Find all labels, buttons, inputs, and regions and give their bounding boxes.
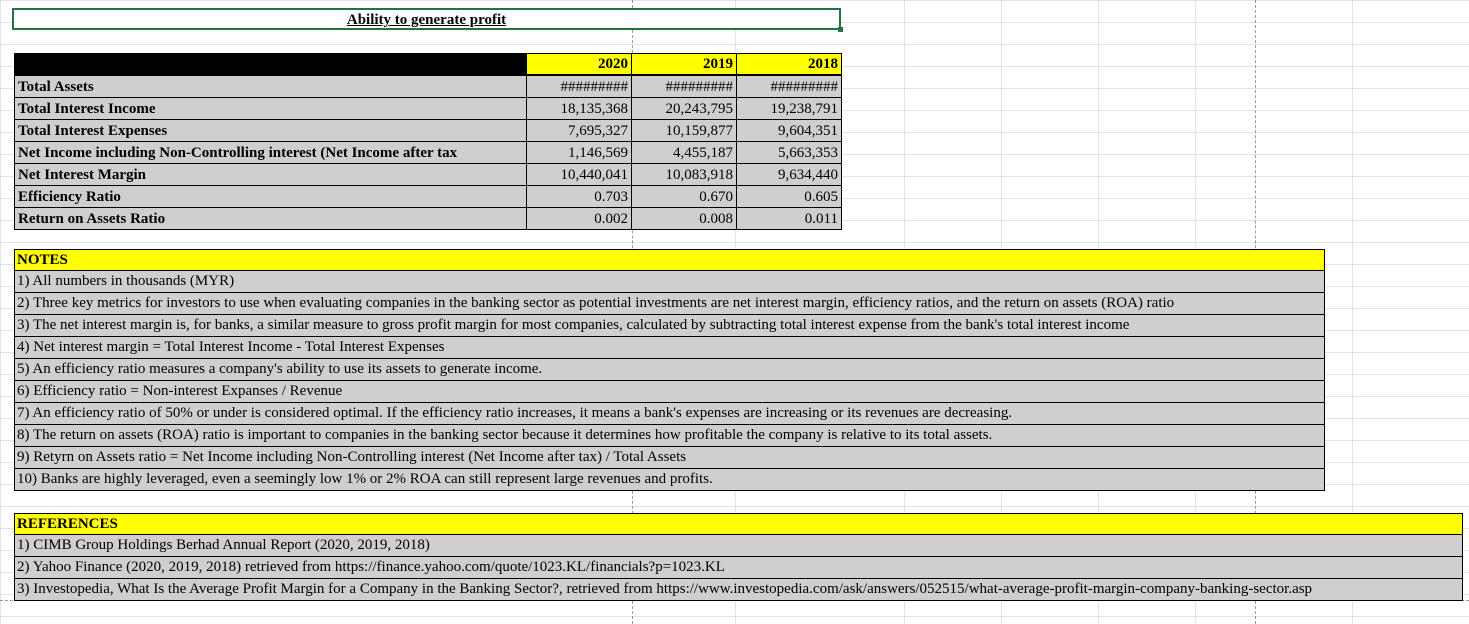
note-item[interactable]: 9) Retyrn on Assets ratio = Net Income i… <box>14 447 1325 469</box>
table-row: Total Interest Expenses 7,695,327 10,159… <box>14 119 842 142</box>
notes-block: NOTES 1) All numbers in thousands (MYR) … <box>14 249 1325 491</box>
table-row: Return on Assets Ratio 0.002 0.008 0.011 <box>14 207 842 230</box>
table-row: Total Assets ######### ######### #######… <box>14 75 842 98</box>
header-black-bar[interactable] <box>14 53 526 75</box>
year-header-2020[interactable]: 2020 <box>526 53 632 75</box>
notes-header[interactable]: NOTES <box>14 249 1325 271</box>
cell-value[interactable]: 10,083,918 <box>631 163 737 186</box>
references-block: REFERENCES 1) CIMB Group Holdings Berhad… <box>14 513 1463 601</box>
note-item[interactable]: 10) Banks are highly leveraged, even a s… <box>14 469 1325 491</box>
cell-value[interactable]: 20,243,795 <box>631 97 737 120</box>
reference-item[interactable]: 1) CIMB Group Holdings Berhad Annual Rep… <box>14 535 1463 557</box>
note-item[interactable]: 3) The net interest margin is, for banks… <box>14 315 1325 337</box>
references-header[interactable]: REFERENCES <box>14 513 1463 535</box>
year-header-2018[interactable]: 2018 <box>736 53 842 75</box>
cell-value[interactable]: 1,146,569 <box>526 141 632 164</box>
title-cell[interactable]: Ability to generate profit <box>12 8 841 30</box>
row-label[interactable]: Efficiency Ratio <box>14 185 527 208</box>
table-row: Net Interest Margin 10,440,041 10,083,91… <box>14 163 842 186</box>
metrics-table: Total Assets ######### ######### #######… <box>14 75 842 230</box>
cell-value[interactable]: 0.002 <box>526 207 632 230</box>
cell-value[interactable]: ######### <box>631 75 737 98</box>
reference-item[interactable]: 3) Investopedia, What Is the Average Pro… <box>14 579 1463 601</box>
cell-value[interactable]: 4,455,187 <box>631 141 737 164</box>
row-label[interactable]: Net Interest Margin <box>14 163 527 186</box>
fill-handle[interactable] <box>838 27 843 32</box>
table-row: Efficiency Ratio 0.703 0.670 0.605 <box>14 185 842 208</box>
note-item[interactable]: 6) Efficiency ratio = Non-interest Expan… <box>14 381 1325 403</box>
cell-value[interactable]: 0.011 <box>736 207 842 230</box>
cell-value[interactable]: 5,663,353 <box>736 141 842 164</box>
row-label[interactable]: Total Interest Expenses <box>14 119 527 142</box>
note-item[interactable]: 5) An efficiency ratio measures a compan… <box>14 359 1325 381</box>
row-label[interactable]: Total Assets <box>14 75 527 98</box>
cell-value[interactable]: 0.008 <box>631 207 737 230</box>
note-item[interactable]: 1) All numbers in thousands (MYR) <box>14 271 1325 293</box>
row-label[interactable]: Total Interest Income <box>14 97 527 120</box>
cell-value[interactable]: 19,238,791 <box>736 97 842 120</box>
note-item[interactable]: 4) Net interest margin = Total Interest … <box>14 337 1325 359</box>
row-label[interactable]: Return on Assets Ratio <box>14 207 527 230</box>
cell-value[interactable]: 9,604,351 <box>736 119 842 142</box>
cell-value[interactable]: 0.703 <box>526 185 632 208</box>
sheet-title: Ability to generate profit <box>346 12 507 28</box>
note-item[interactable]: 8) The return on assets (ROA) ratio is i… <box>14 425 1325 447</box>
column-gridline <box>1352 0 1353 624</box>
note-item[interactable]: 7) An efficiency ratio of 50% or under i… <box>14 403 1325 425</box>
cell-value[interactable]: 9,634,440 <box>736 163 842 186</box>
note-item[interactable]: 2) Three key metrics for investors to us… <box>14 293 1325 315</box>
cell-value[interactable]: 10,159,877 <box>631 119 737 142</box>
cell-value[interactable]: 0.670 <box>631 185 737 208</box>
cell-value[interactable]: 7,695,327 <box>526 119 632 142</box>
year-header-2019[interactable]: 2019 <box>631 53 737 75</box>
table-row: Net Income including Non-Controlling int… <box>14 141 842 164</box>
table-row: Total Interest Income 18,135,368 20,243,… <box>14 97 842 120</box>
cell-value[interactable]: ######### <box>736 75 842 98</box>
cell-value[interactable]: 10,440,041 <box>526 163 632 186</box>
cell-value[interactable]: ######### <box>526 75 632 98</box>
reference-item[interactable]: 2) Yahoo Finance (2020, 2019, 2018) retr… <box>14 557 1463 579</box>
cell-value[interactable]: 0.605 <box>736 185 842 208</box>
row-label[interactable]: Net Income including Non-Controlling int… <box>14 141 527 164</box>
cell-value[interactable]: 18,135,368 <box>526 97 632 120</box>
